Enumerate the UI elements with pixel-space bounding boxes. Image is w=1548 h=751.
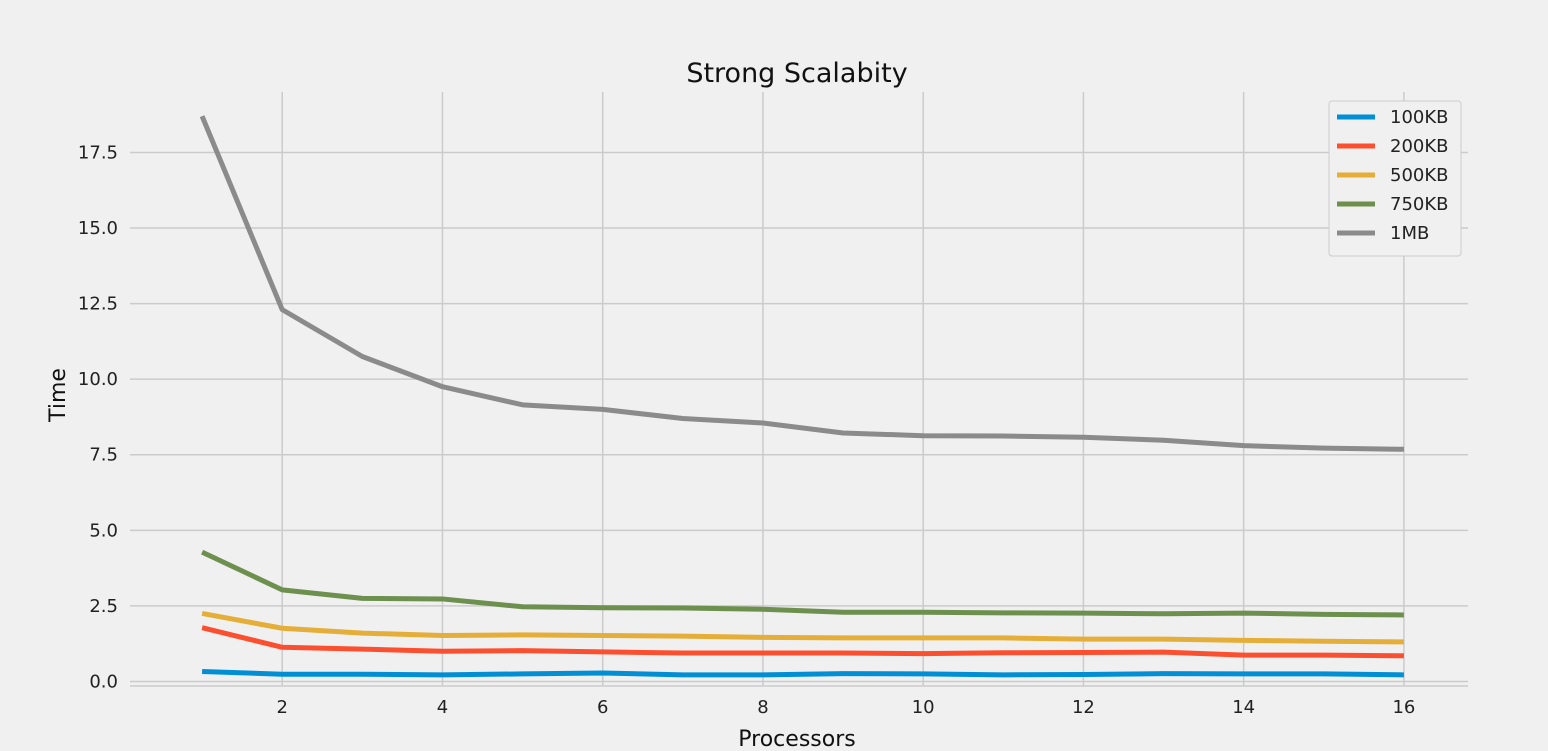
x-axis-ticks: 2 4 6 8 10 12 14 16 <box>277 697 1416 718</box>
y-tick-label: 15.0 <box>78 218 118 239</box>
x-tick-label: 12 <box>1072 697 1095 718</box>
y-tick-label: 0.0 <box>89 671 118 692</box>
y-tick-label: 17.5 <box>78 142 118 163</box>
series-line-750kb <box>201 549 1404 618</box>
legend-box <box>1328 100 1462 257</box>
legend-label-200kb: 200KB <box>1390 136 1449 157</box>
series-line-1mb <box>199 115 1404 452</box>
x-tick-label: 10 <box>912 697 935 718</box>
x-tick-label: 2 <box>277 697 288 718</box>
legend-label-100kb: 100KB <box>1390 107 1449 128</box>
x-tick-label: 6 <box>597 697 608 718</box>
y-axis-title: Time <box>46 368 71 423</box>
series-lines <box>199 115 1404 678</box>
x-tick-label: 16 <box>1392 697 1415 718</box>
y-tick-label: 2.5 <box>89 596 118 617</box>
x-tick-label: 4 <box>437 697 448 718</box>
y-tick-label: 12.5 <box>78 294 118 315</box>
series-line-500kb <box>201 610 1404 645</box>
x-axis-title: Processors <box>738 727 855 751</box>
y-tick-label: 7.5 <box>89 445 118 466</box>
legend: 100KB 200KB 500KB 750KB 1MB <box>1328 100 1462 257</box>
chart-title: Strong Scalabity <box>686 58 907 89</box>
legend-label-500kb: 500KB <box>1390 165 1449 186</box>
legend-label-1mb: 1MB <box>1390 223 1429 244</box>
x-tick-label: 14 <box>1232 697 1255 718</box>
y-tick-label: 10.0 <box>78 369 118 390</box>
y-tick-label: 5.0 <box>89 520 118 541</box>
series-line-200kb <box>201 625 1404 659</box>
y-axis-ticks: 0.0 2.5 5.0 7.5 10.0 12.5 15.0 17.5 <box>78 142 118 692</box>
x-tick-label: 8 <box>757 697 768 718</box>
legend-label-750kb: 750KB <box>1390 194 1449 215</box>
series-line-100kb <box>202 668 1404 678</box>
